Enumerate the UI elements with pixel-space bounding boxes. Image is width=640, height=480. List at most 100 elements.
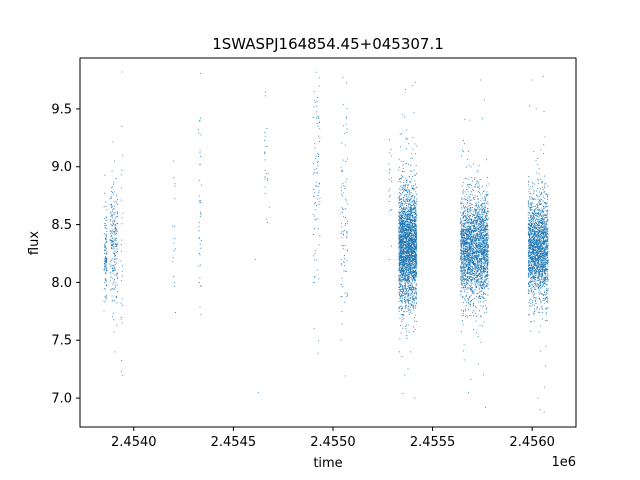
data-point xyxy=(116,272,118,274)
data-point xyxy=(466,218,468,220)
data-point xyxy=(477,297,479,298)
data-point xyxy=(403,268,405,270)
data-point xyxy=(104,265,106,267)
data-point xyxy=(173,281,175,283)
data-point xyxy=(407,249,409,251)
data-point xyxy=(111,205,113,207)
data-point xyxy=(414,261,415,262)
data-point xyxy=(406,244,407,246)
data-point xyxy=(117,291,119,293)
data-point xyxy=(116,245,118,247)
data-point xyxy=(475,202,477,204)
data-point xyxy=(482,249,484,251)
data-point xyxy=(464,262,466,264)
data-point xyxy=(483,293,485,295)
data-point xyxy=(476,244,478,246)
data-point xyxy=(473,273,475,275)
data-point xyxy=(410,185,412,187)
data-point xyxy=(109,263,111,265)
data-point xyxy=(478,210,480,212)
data-point xyxy=(487,231,489,233)
data-point xyxy=(473,310,475,311)
data-point xyxy=(410,216,411,218)
data-point xyxy=(398,249,400,251)
data-point xyxy=(403,231,405,233)
data-point xyxy=(480,277,482,279)
data-point xyxy=(479,218,481,220)
data-point xyxy=(485,265,487,267)
data-point xyxy=(413,277,415,279)
data-point xyxy=(406,253,408,255)
data-point xyxy=(120,302,122,304)
data-point xyxy=(412,217,413,219)
data-point xyxy=(475,320,477,322)
data-point xyxy=(409,258,411,260)
data-point xyxy=(470,231,472,233)
data-point xyxy=(401,230,403,232)
data-point xyxy=(479,259,481,261)
data-point xyxy=(110,248,112,249)
data-point xyxy=(409,238,410,240)
data-point xyxy=(483,207,485,209)
data-point xyxy=(411,266,413,268)
data-point xyxy=(479,295,480,297)
data-point xyxy=(105,216,107,218)
data-point xyxy=(480,242,482,244)
data-point xyxy=(266,179,268,181)
data-point xyxy=(411,211,413,213)
data-point xyxy=(407,236,409,238)
data-point xyxy=(464,229,466,231)
data-point xyxy=(103,244,105,246)
data-point xyxy=(466,304,468,306)
data-point xyxy=(483,221,484,223)
data-point xyxy=(317,162,318,163)
data-point xyxy=(470,281,472,283)
data-point xyxy=(265,173,267,175)
data-point xyxy=(409,271,411,273)
data-point xyxy=(414,299,416,301)
data-point xyxy=(473,243,475,244)
data-point xyxy=(114,267,116,269)
data-point xyxy=(414,287,416,289)
data-point xyxy=(111,244,113,245)
data-point xyxy=(461,267,463,269)
data-point xyxy=(411,209,413,211)
data-point xyxy=(412,230,414,232)
data-point xyxy=(403,229,405,231)
data-point xyxy=(466,214,468,216)
data-point xyxy=(415,273,417,275)
data-point xyxy=(473,261,475,263)
data-point xyxy=(409,260,411,262)
data-point xyxy=(400,245,402,247)
data-point xyxy=(484,225,486,227)
data-point xyxy=(477,269,479,271)
data-point xyxy=(487,271,489,273)
data-point xyxy=(407,260,409,262)
data-point xyxy=(481,246,483,247)
data-point xyxy=(475,264,477,265)
data-point xyxy=(342,233,344,235)
data-point xyxy=(405,214,407,216)
data-point xyxy=(480,229,482,231)
data-point xyxy=(408,271,410,273)
data-point xyxy=(483,191,484,193)
data-point xyxy=(406,311,408,312)
data-point xyxy=(463,230,464,232)
data-point xyxy=(409,214,411,216)
data-point xyxy=(411,215,413,217)
data-point xyxy=(485,223,487,225)
data-point xyxy=(415,224,416,226)
data-point xyxy=(480,209,482,211)
data-point xyxy=(484,242,486,244)
data-point xyxy=(105,270,107,272)
data-point xyxy=(482,223,484,224)
data-point xyxy=(408,214,410,215)
data-point xyxy=(484,276,486,278)
data-point xyxy=(106,284,108,286)
data-point xyxy=(401,274,403,276)
data-point xyxy=(460,278,462,280)
data-point xyxy=(400,202,402,204)
data-point xyxy=(112,229,113,231)
data-point xyxy=(463,241,465,243)
data-point xyxy=(481,216,483,218)
